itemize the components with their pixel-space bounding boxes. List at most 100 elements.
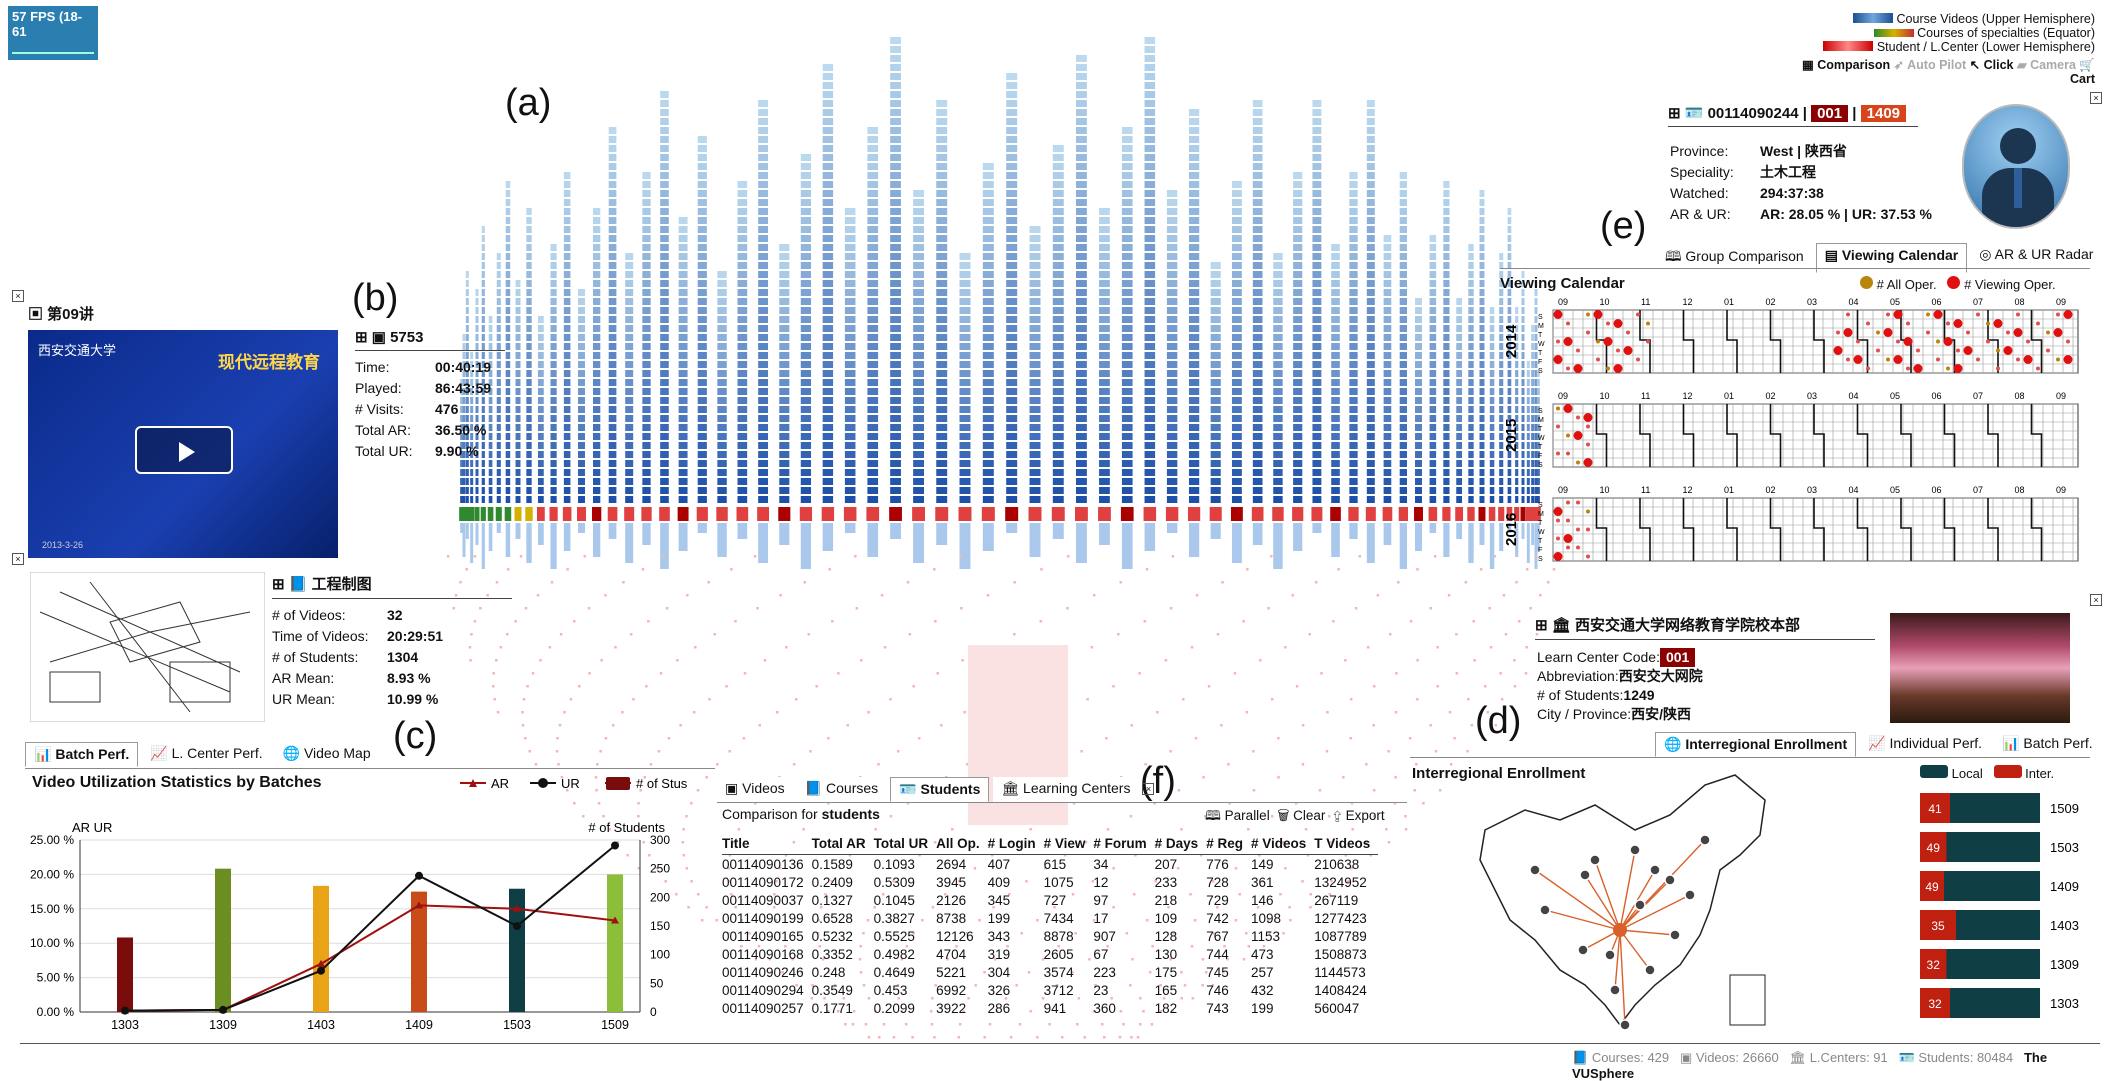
tab-individual-perf[interactable]: 📈 Individual Perf. — [1860, 732, 1991, 757]
sphere-visualization[interactable] — [420, 0, 1560, 1073]
column-header[interactable]: # Forum — [1093, 834, 1155, 855]
video-cell — [1273, 496, 1283, 503]
tab-divider — [1500, 268, 2090, 269]
table-row[interactable]: 00114090199 0.6528 0.3827 8738 199 7434 17 109 7… — [722, 909, 1378, 927]
tab-videos[interactable]: ▣ Videos — [717, 777, 793, 802]
tab-lcenter-perf[interactable]: 📈 L. Center Perf. — [142, 742, 271, 767]
video-cell — [779, 361, 790, 368]
video-cell — [822, 460, 834, 467]
video-cell — [1499, 271, 1504, 278]
table-row[interactable]: 00114090246 0.248 0.4649 5221 304 3574 223 175 7… — [722, 963, 1378, 981]
column-header[interactable]: T Videos — [1314, 834, 1379, 855]
video-cell — [608, 271, 617, 278]
video-cell — [1521, 379, 1525, 386]
video-cell — [465, 469, 469, 476]
video-cell — [505, 253, 511, 260]
table-row[interactable]: 00114090037 0.1327 0.1045 2126 345 727 97 218 72… — [722, 891, 1378, 909]
parallel-button[interactable]: 🕮 Parallel — [1205, 808, 1270, 823]
close-icon[interactable]: × — [1142, 783, 1155, 795]
column-header[interactable]: Total AR — [811, 834, 874, 855]
column-header[interactable]: Title — [722, 834, 812, 855]
batch-chart[interactable]: 25.00 %20.00 %15.00 %10.00 %5.00 %0.00 %… — [20, 775, 720, 1040]
close-icon[interactable]: × — [12, 290, 24, 302]
comparison-tool[interactable]: ▦ Comparison — [1801, 58, 1891, 72]
video-cell — [1099, 343, 1110, 350]
column-header[interactable]: # Days — [1154, 834, 1207, 855]
tab-students[interactable]: 🪪 Students — [890, 777, 990, 802]
close-icon[interactable]: × — [12, 553, 24, 565]
month-label: 09 — [2056, 391, 2066, 401]
video-cell — [1443, 325, 1450, 332]
tab-interregional[interactable]: 🌐 Interregional Enrollment — [1655, 732, 1857, 757]
video-cell — [697, 406, 707, 413]
video-cell — [936, 280, 948, 287]
video-cell — [496, 379, 501, 386]
video-cell — [1456, 325, 1463, 332]
video-cell — [717, 397, 727, 404]
tab-learning-centers[interactable]: 🏛 Learning Centers — [993, 777, 1139, 802]
column-header[interactable]: # View — [1043, 834, 1094, 855]
table-row[interactable]: 00114090168 0.3352 0.4982 4704 319 2605 67 130 7… — [722, 945, 1378, 963]
student-cell — [1432, 776, 1435, 779]
tab-batch-perf[interactable]: 📊 Batch Perf. — [25, 742, 139, 767]
video-player[interactable]: 西安交通大学 现代远程教育 2013-3-26 — [28, 330, 338, 558]
click-tool[interactable]: ↖ Click — [1969, 58, 2014, 72]
close-icon[interactable]: × — [2090, 594, 2102, 606]
close-icon[interactable]: × — [2090, 92, 2102, 104]
student-cell — [912, 685, 915, 688]
video-cell — [505, 181, 511, 188]
column-header[interactable]: # Reg — [1206, 834, 1251, 855]
student-cell — [1330, 880, 1333, 883]
play-button[interactable] — [135, 426, 233, 474]
video-cell — [481, 271, 485, 278]
video-cell — [1479, 199, 1485, 206]
specialty-cell — [1075, 507, 1088, 521]
tab-video-map[interactable]: 🌐 Video Map — [274, 742, 379, 767]
table-cell: 17 — [1093, 910, 1109, 926]
autopilot-tool[interactable]: ➶ Auto Pilot — [1893, 58, 1967, 72]
video-cell — [460, 406, 464, 413]
student-cell — [817, 932, 820, 935]
column-header[interactable]: # Videos — [1250, 834, 1315, 855]
video-cell — [678, 352, 688, 359]
table-row[interactable]: 00114090172 0.2409 0.5309 3945 409 1075 12 233 7… — [722, 873, 1378, 891]
tab-courses[interactable]: 📘 Courses — [796, 777, 887, 802]
table-cell: 767 — [1206, 928, 1229, 944]
activity-dot — [1953, 364, 1963, 373]
student-cell — [1088, 958, 1091, 961]
table-row[interactable]: 00114090257 0.1771 0.2099 3922 286 941 360 182 7… — [722, 999, 1378, 1017]
table-row[interactable]: 00114090165 0.5232 0.5525 12126 343 8878 907 12… — [722, 927, 1378, 945]
table-row[interactable]: 00114090294 0.3549 0.453 6992 326 3712 23 165 74… — [722, 981, 1378, 999]
video-cell — [890, 73, 901, 80]
month-border — [1769, 310, 1782, 373]
table-row[interactable]: 00114090136 0.1589 0.1093 2694 407 615 34 207 77… — [722, 855, 1378, 874]
export-button[interactable]: ⇪ Export — [1332, 808, 1385, 823]
video-cell — [1489, 388, 1495, 395]
center-bar — [1231, 523, 1242, 563]
clear-button[interactable]: 🗑 Clear — [1277, 808, 1326, 823]
video-cell — [550, 307, 557, 314]
video-cell — [822, 127, 834, 134]
video-cell — [642, 307, 651, 314]
video-cell — [1415, 406, 1422, 413]
video-cell — [505, 316, 511, 323]
enrollment-map[interactable] — [1465, 760, 1795, 1050]
video-cell — [1076, 280, 1087, 287]
column-header[interactable]: # Login — [987, 834, 1044, 855]
video-cell — [758, 478, 769, 485]
tab-batch-perf-center[interactable]: 📊 Batch Perf. — [1994, 732, 2101, 757]
cart-tool[interactable]: 🛒Cart — [2069, 58, 2095, 86]
video-cell — [1507, 217, 1512, 224]
camera-tool[interactable]: ▰ Camera — [2016, 58, 2076, 72]
video-cell — [1252, 388, 1263, 395]
video-cell — [737, 496, 748, 503]
video-cell — [936, 316, 948, 323]
video-cell — [1349, 289, 1358, 296]
video-cell — [1507, 451, 1512, 458]
column-header[interactable]: All Op. — [936, 834, 988, 855]
column-header[interactable]: Total UR — [873, 834, 937, 855]
video-cell — [1312, 334, 1322, 341]
enrollment-node — [1529, 864, 1541, 876]
video-cell — [1076, 451, 1087, 458]
